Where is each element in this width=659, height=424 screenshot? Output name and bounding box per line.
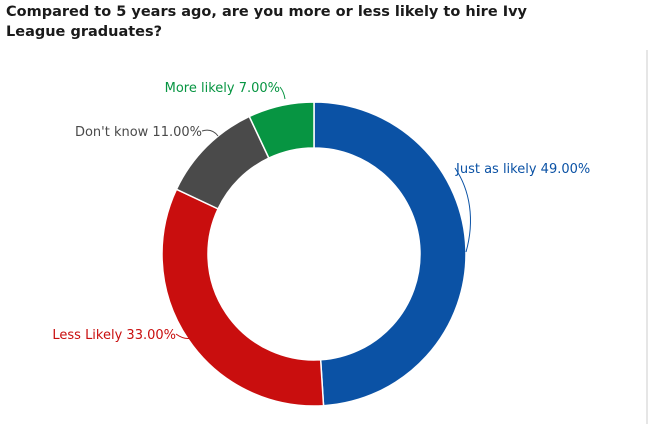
data-label-just-as-likely: Just as likely 49.00% [455,162,590,177]
leader-lines-group [175,86,471,339]
leader-line-don-t-know [201,129,219,137]
frame-divider [646,50,648,424]
slice-less-likely [161,188,325,407]
leader-line-less-likely [175,333,193,339]
data-label-don-t-know: Don't know 11.00% [75,125,202,140]
chart-title: Compared to 5 years ago, are you more or… [6,4,527,40]
data-labels-group: Just as likely 49.00% Less Likely 33.00% D… [52,81,590,343]
data-label-less-likely: Less Likely 33.00% [52,328,176,343]
data-label-more-likely: More likely 7.00% [165,81,280,96]
leader-line-just-as-likely [454,167,471,253]
leader-line-more-likely [279,86,286,100]
slice-more-likely [248,101,315,160]
slices-group [161,101,467,407]
slice-just-as-likely [313,101,467,407]
